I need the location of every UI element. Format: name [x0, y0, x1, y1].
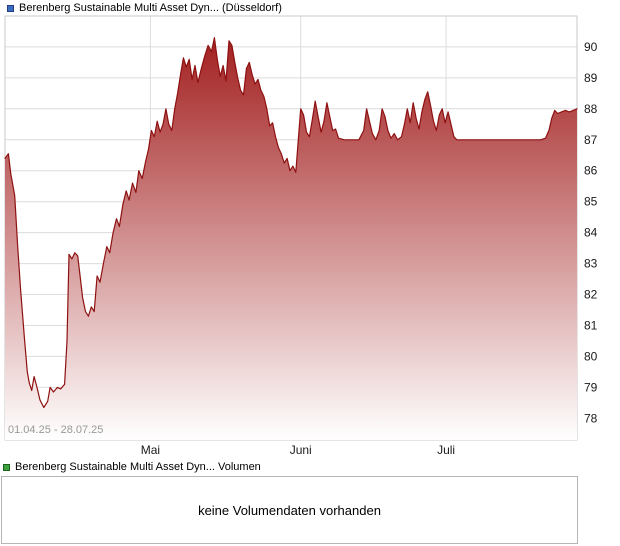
svg-text:89: 89 — [584, 71, 598, 85]
svg-text:80: 80 — [584, 349, 598, 363]
price-legend: Berenberg Sustainable Multi Asset Dyn...… — [7, 2, 282, 14]
volume-series-marker-icon — [3, 463, 10, 471]
price-chart-canvas[interactable]: 78 79 80 81 82 83 84 85 86 87 88 89 90 Mai Juni Juli — [0, 0, 620, 458]
price-series-marker-icon — [7, 4, 14, 12]
svg-text:88: 88 — [584, 102, 598, 116]
svg-text:86: 86 — [584, 164, 598, 178]
svg-text:85: 85 — [584, 195, 598, 209]
svg-text:78: 78 — [584, 411, 598, 425]
price-series-label: Berenberg Sustainable Multi Asset Dyn...… — [19, 2, 282, 14]
date-range-label: 01.04.25 - 28.07.25 — [8, 424, 104, 436]
svg-text:87: 87 — [584, 133, 598, 147]
no-volume-message: keine Volumendaten vorhanden — [198, 502, 381, 518]
volume-panel: keine Volumendaten vorhanden — [1, 476, 578, 544]
svg-text:90: 90 — [584, 40, 598, 54]
svg-text:79: 79 — [584, 380, 598, 394]
svg-text:81: 81 — [584, 319, 598, 333]
svg-text:Mai: Mai — [141, 443, 160, 457]
volume-legend: Berenberg Sustainable Multi Asset Dyn...… — [3, 461, 261, 473]
svg-text:Juni: Juni — [290, 443, 312, 457]
svg-text:84: 84 — [584, 226, 598, 240]
svg-text:83: 83 — [584, 257, 598, 271]
volume-series-label: Berenberg Sustainable Multi Asset Dyn...… — [15, 461, 261, 473]
svg-text:Juli: Juli — [437, 443, 455, 457]
svg-text:82: 82 — [584, 288, 598, 302]
